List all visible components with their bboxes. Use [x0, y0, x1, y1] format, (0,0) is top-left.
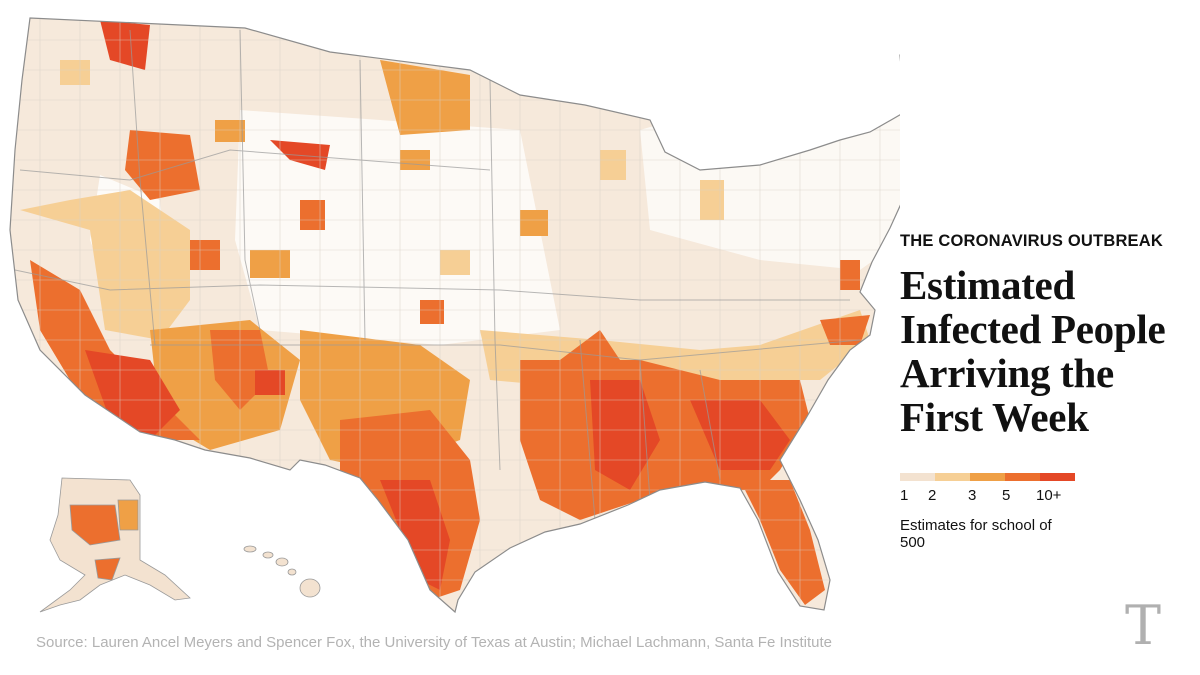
- legend-color-bar: [900, 473, 1080, 481]
- nyt-t-logo-icon: T: [1124, 594, 1162, 657]
- legend-swatch-5: [1040, 473, 1075, 481]
- legend-label-1: 1: [900, 487, 909, 504]
- legend-note: Estimates for school of 500: [900, 517, 1052, 551]
- page-title: Estimated Infected People Arriving the F…: [900, 262, 1166, 440]
- us-county-choropleth-map: [9, 17, 900, 614]
- legend-swatch-2: [935, 473, 970, 481]
- legend-swatch-3: [970, 473, 1005, 481]
- legend-swatch-4: [1005, 473, 1040, 481]
- source-credit: Source: Lauren Ancel Meyers and Spencer …: [36, 634, 832, 651]
- kicker-label: THE CORONAVIRUS OUTBREAK: [900, 232, 1163, 250]
- alaska-inset: [39, 477, 191, 613]
- legend: 1 2 3 5 10+ Estimates for school of 500: [900, 473, 1080, 551]
- legend-swatch-1: [900, 473, 935, 481]
- hawaii-inset: [243, 545, 321, 598]
- legend-label-4: 5: [1002, 487, 1011, 504]
- legend-label-2: 2: [928, 487, 937, 504]
- legend-tick-labels: 1 2 3 5 10+: [900, 487, 1080, 507]
- title-block: THE CORONAVIRUS OUTBREAK Estimated Infec…: [900, 232, 1190, 439]
- legend-label-3: 3: [968, 487, 977, 504]
- conus-outline: [9, 17, 900, 614]
- legend-label-5: 10+: [1036, 487, 1062, 504]
